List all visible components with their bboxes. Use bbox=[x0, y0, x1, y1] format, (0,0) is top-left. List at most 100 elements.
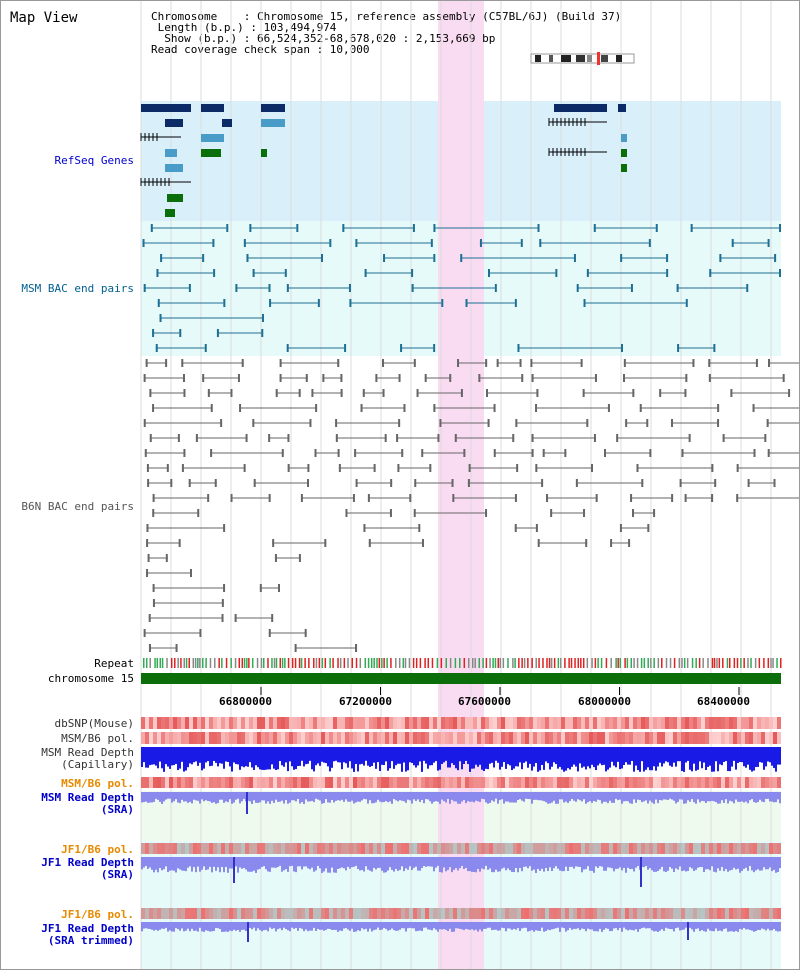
b6n-bac-label[interactable]: B6N BAC end pairs bbox=[21, 500, 134, 513]
b6n-bac-end bbox=[195, 434, 198, 442]
depth-bar bbox=[605, 792, 607, 802]
heat-cell bbox=[741, 777, 745, 788]
b6n-bac-end bbox=[277, 584, 280, 592]
heat-cell bbox=[477, 717, 481, 729]
b6n-bac-end bbox=[268, 629, 271, 637]
heat-cell bbox=[253, 717, 257, 729]
heat-cell bbox=[469, 717, 473, 729]
heat-cell bbox=[449, 777, 453, 788]
heat-cell bbox=[297, 717, 301, 729]
depth-bar bbox=[493, 747, 495, 768]
depth-bar bbox=[393, 922, 395, 931]
b6n-bac-end bbox=[603, 449, 606, 457]
msm-bac-end bbox=[249, 224, 252, 232]
heat-cell bbox=[749, 732, 753, 744]
depth-bar bbox=[427, 747, 429, 769]
depth-bar bbox=[619, 792, 621, 800]
msm-bac-end bbox=[142, 239, 145, 247]
depth-bar bbox=[295, 747, 297, 770]
depth-bar bbox=[419, 922, 421, 931]
depth-bar bbox=[437, 747, 439, 771]
depth-bar bbox=[479, 792, 481, 803]
heat-cell bbox=[277, 777, 281, 788]
heat-cell bbox=[373, 777, 377, 788]
heat-cell bbox=[165, 777, 169, 788]
heat-cell bbox=[613, 908, 617, 919]
heat-cell bbox=[665, 717, 669, 729]
msm-bac-end bbox=[514, 299, 517, 307]
b6n-bac-end bbox=[437, 434, 440, 442]
msm-bac-label[interactable]: MSM BAC end pairs bbox=[21, 282, 134, 295]
depth-bar bbox=[387, 857, 389, 871]
heat-cell bbox=[209, 777, 213, 788]
depth-bar bbox=[705, 922, 707, 932]
heat-cell bbox=[401, 908, 405, 919]
heat-cell bbox=[573, 717, 577, 729]
repeat-mark bbox=[610, 658, 612, 668]
depth-bar bbox=[249, 857, 251, 872]
heat-cell bbox=[641, 908, 645, 919]
depth-bar bbox=[307, 857, 309, 869]
depth-bar bbox=[153, 922, 155, 931]
depth-bar bbox=[567, 922, 569, 931]
depth-bar bbox=[703, 792, 705, 802]
depth-bar bbox=[193, 922, 195, 931]
b6n-bac-end bbox=[636, 464, 639, 472]
heat-cell bbox=[545, 717, 549, 729]
depth-bar bbox=[567, 792, 569, 803]
heat-cell bbox=[689, 908, 693, 919]
heat-cell bbox=[405, 732, 409, 744]
depth-bar bbox=[467, 922, 469, 930]
depth-bar bbox=[571, 922, 573, 930]
depth-bar bbox=[147, 857, 149, 869]
depth-bar bbox=[311, 747, 313, 770]
refseq-genes-label[interactable]: RefSeq Genes bbox=[54, 154, 134, 167]
depth-bar bbox=[239, 857, 241, 868]
depth-bar bbox=[559, 792, 561, 800]
depth-bar bbox=[415, 747, 417, 768]
depth-bar bbox=[633, 792, 635, 800]
repeat-mark bbox=[472, 658, 474, 668]
heat-cell bbox=[613, 717, 617, 729]
depth-bar bbox=[519, 792, 521, 800]
msm-bac-end bbox=[731, 239, 734, 247]
msm-bac-end bbox=[286, 344, 289, 352]
depth-bar bbox=[383, 922, 385, 928]
depth-bar bbox=[317, 792, 319, 800]
depth-bar bbox=[357, 747, 359, 772]
depth-bar bbox=[395, 922, 397, 931]
heat-cell bbox=[757, 908, 761, 919]
depth-bar bbox=[557, 747, 559, 769]
msm-bac-end bbox=[630, 284, 633, 292]
depth-bar bbox=[173, 857, 175, 871]
heat-cell bbox=[369, 717, 373, 729]
repeat-mark bbox=[615, 658, 617, 668]
heat-cell bbox=[229, 777, 233, 788]
msm-bac-end bbox=[774, 254, 777, 262]
b6n-bac-end bbox=[274, 554, 277, 562]
depth-bar bbox=[613, 857, 615, 872]
heat-cell bbox=[541, 732, 545, 744]
repeat-mark bbox=[194, 658, 197, 668]
heat-cell bbox=[697, 908, 701, 919]
b6n-bac-end bbox=[454, 434, 457, 442]
highlight-region[interactable] bbox=[438, 1, 484, 969]
depth-bar bbox=[353, 747, 355, 772]
depth-bar bbox=[693, 792, 695, 803]
repeat-mark bbox=[594, 658, 597, 668]
b6n-bac-end bbox=[355, 644, 358, 652]
heat-cell bbox=[373, 908, 377, 919]
heat-cell bbox=[549, 777, 553, 788]
depth-bar bbox=[175, 792, 177, 800]
msm-bac-end bbox=[517, 344, 520, 352]
depth-bar bbox=[391, 922, 393, 929]
b6n-bac-end bbox=[684, 494, 687, 502]
depth-spike bbox=[687, 922, 689, 940]
depth-bar bbox=[639, 747, 641, 772]
depth-bar bbox=[461, 747, 463, 770]
repeat-mark bbox=[321, 658, 324, 668]
b6n-bac-end bbox=[688, 434, 691, 442]
depth-bar bbox=[719, 747, 721, 765]
depth-bar bbox=[203, 747, 205, 769]
